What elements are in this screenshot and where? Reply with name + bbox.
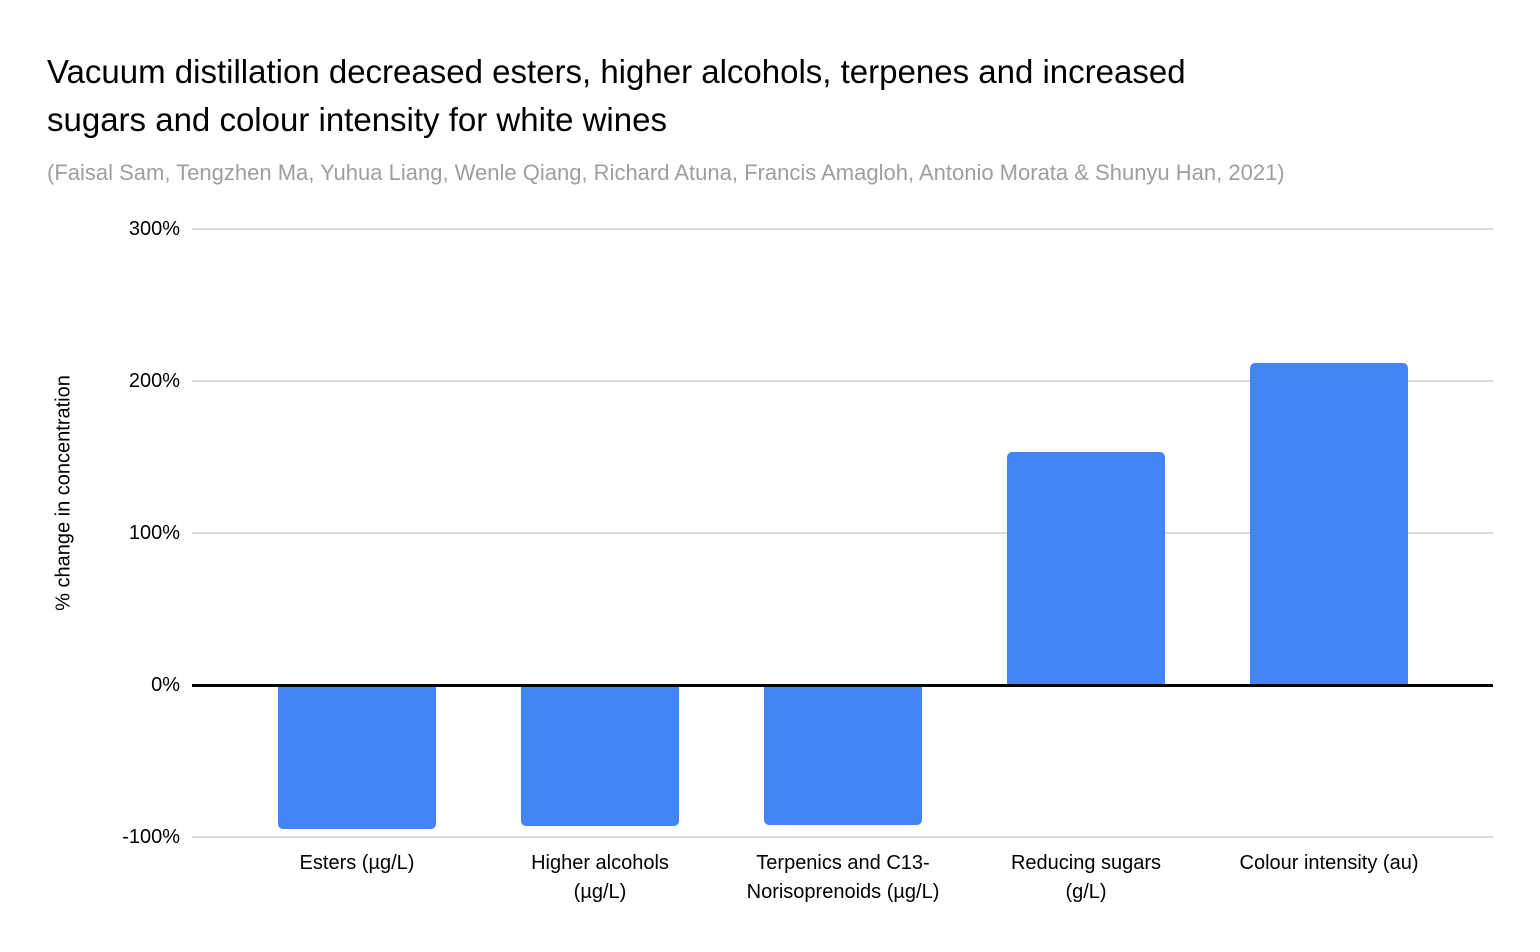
category-label-terpenics-and-c13-norisoprenoids-g-l: Terpenics and C13- Norisoprenoids (µg/L) xyxy=(713,849,973,907)
gridline-300 xyxy=(192,228,1493,230)
y-axis-title: % change in concentration xyxy=(52,375,75,611)
y-tick-label-200: 200% xyxy=(128,370,180,392)
bar-terpenics-and-c13-norisoprenoids-g-l[interactable] xyxy=(764,685,922,825)
y-tick-label-100: 100% xyxy=(128,522,180,544)
category-label-line: Terpenics and C13- xyxy=(756,852,930,874)
category-label-line: (µg/L) xyxy=(573,881,627,903)
category-label-line: Higher alcohols xyxy=(531,852,669,874)
category-label-line: Norisoprenoids (µg/L) xyxy=(746,881,940,903)
category-label-line: Colour intensity (au) xyxy=(1239,852,1419,874)
category-label-line: Reducing sugars xyxy=(1010,852,1162,874)
category-label-line: Esters (µg/L) xyxy=(299,852,415,874)
plot-area xyxy=(192,228,1493,838)
y-tick-label-300: 300% xyxy=(128,218,180,240)
category-label-line: (g/L) xyxy=(1065,881,1107,903)
zero-baseline xyxy=(192,684,1493,687)
gridline--100 xyxy=(192,836,1493,838)
y-tick-label-0: 0% xyxy=(151,674,180,696)
bar-colour-intensity-au[interactable] xyxy=(1250,362,1408,685)
chart-title-line-2: sugars and colour intensity for white wi… xyxy=(47,101,667,138)
bar-higher-alcohols-g-l[interactable] xyxy=(521,685,679,827)
category-label-esters-g-l: Esters (µg/L) xyxy=(227,849,487,878)
bar-reducing-sugars-g-l[interactable] xyxy=(1007,452,1165,685)
chart-title: Vacuum distillation decreased esters, hi… xyxy=(47,48,1186,144)
category-label-colour-intensity-au: Colour intensity (au) xyxy=(1199,849,1459,878)
category-label-higher-alcohols-g-l: Higher alcohols (µg/L) xyxy=(470,849,730,907)
y-tick-label--100: -100% xyxy=(122,826,180,848)
gridline-200 xyxy=(192,380,1493,382)
category-label-reducing-sugars-g-l: Reducing sugars (g/L) xyxy=(956,849,1216,907)
chart-title-line-1: Vacuum distillation decreased esters, hi… xyxy=(47,53,1186,90)
chart-subtitle: (Faisal Sam, Tengzhen Ma, Yuhua Liang, W… xyxy=(47,160,1285,185)
gridline-100 xyxy=(192,532,1493,534)
bar-esters-g-l[interactable] xyxy=(278,685,436,830)
